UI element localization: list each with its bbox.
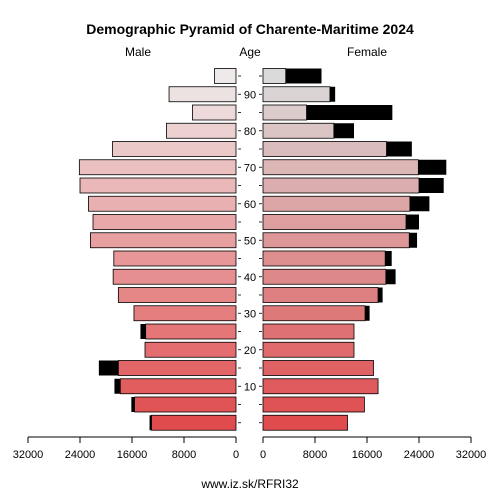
source-footer: www.iz.sk/RFRI32	[200, 477, 299, 491]
female-surplus-45-49	[385, 251, 392, 266]
female-surplus-85-89	[306, 105, 393, 120]
male-surplus-25-29	[140, 324, 146, 339]
female-x-tick-label: 24000	[404, 449, 435, 461]
male-x-tick-label: 0	[233, 449, 239, 461]
male-bar-30-34	[133, 305, 237, 322]
male-bar-55-59	[92, 214, 237, 230]
female-bar-40-44	[262, 268, 387, 285]
male-bar-95+	[214, 68, 237, 84]
female-bar-10-14	[262, 378, 379, 395]
age-tick-label: 40	[244, 272, 256, 284]
male-surplus-10-14	[114, 378, 121, 394]
female-bar-65-69	[262, 177, 420, 194]
female-surplus-75-79	[386, 141, 412, 157]
female-bar-50-54	[262, 232, 410, 249]
female-surplus-40-44	[385, 269, 396, 285]
female-bar-85-89	[262, 104, 307, 121]
male-bar-85-89	[192, 104, 237, 121]
female-bar-70-74	[262, 159, 419, 176]
female-surplus-30-34	[365, 305, 370, 321]
female-surplus-90-94	[329, 86, 336, 102]
female-bar-5-9	[262, 396, 365, 413]
female-surplus-95+	[285, 68, 322, 84]
age-label: Age	[239, 45, 261, 59]
female-bar-25-29	[262, 323, 355, 340]
female-bar-0-4	[262, 414, 348, 431]
female-surplus-70-74	[418, 159, 447, 175]
male-bar-40-44	[112, 268, 237, 285]
chart-title: Demographic Pyramid of Charente-Maritime…	[86, 21, 414, 37]
female-bar-55-59	[262, 214, 407, 230]
age-tick-label: 50	[244, 235, 256, 247]
male-bar-90-94	[168, 86, 237, 103]
age-tick-label: 20	[244, 345, 256, 357]
male-bar-25-29	[145, 323, 237, 340]
female-bar-30-34	[262, 305, 366, 322]
female-bar-45-49	[262, 250, 386, 267]
male-surplus-15-19	[98, 360, 119, 376]
male-bar-75-79	[112, 141, 237, 157]
axes-group: 10 20 30 40 50 60 70 80 90 32000 24000 16000 8000 0 0 8…	[13, 75, 487, 461]
male-bar-70-74	[78, 159, 237, 176]
male-surplus-5-9	[131, 397, 135, 412]
male-bar-60-64	[88, 195, 237, 212]
female-surplus-60-64	[409, 196, 430, 212]
age-tick-label: 30	[244, 308, 256, 320]
male-bar-5-9	[134, 396, 237, 413]
female-bar-20-24	[262, 341, 355, 358]
female-bar-15-19	[262, 360, 374, 376]
male-bar-80-84	[166, 122, 237, 139]
male-bar-15-19	[117, 360, 237, 376]
female-bar-95+	[262, 68, 287, 84]
female-surplus-80-84	[333, 123, 354, 139]
age-tick-label: 10	[244, 381, 256, 393]
female-label: Female	[347, 45, 387, 59]
female-bar-80-84	[262, 122, 335, 139]
male-bar-50-54	[90, 232, 237, 249]
female-x-tick-label: 32000	[456, 449, 487, 461]
male-bar-35-39	[117, 287, 237, 303]
male-bar-20-24	[144, 341, 237, 358]
male-bar-0-4	[151, 414, 237, 431]
male-label: Male	[125, 45, 151, 59]
age-tick-label: 90	[244, 89, 256, 101]
female-surplus-35-39	[378, 287, 383, 303]
age-tick-label: 70	[244, 162, 256, 174]
female-surplus-65-69	[419, 178, 444, 193]
male-surplus-0-4	[149, 415, 152, 431]
male-x-tick-label: 24000	[65, 449, 96, 461]
male-bar-10-14	[119, 378, 237, 395]
male-x-tick-label: 16000	[117, 449, 148, 461]
male-x-tick-label: 8000	[172, 449, 196, 461]
age-tick-label: 60	[244, 199, 256, 211]
age-tick-label: 80	[244, 126, 256, 138]
female-x-tick-label: 8000	[303, 449, 327, 461]
female-x-tick-label: 0	[260, 449, 266, 461]
female-x-tick-label: 16000	[352, 449, 383, 461]
bars-group	[78, 68, 447, 431]
male-bar-45-49	[113, 250, 237, 267]
female-surplus-50-54	[409, 232, 418, 248]
female-bar-90-94	[262, 86, 331, 103]
female-surplus-55-59	[406, 214, 419, 230]
male-x-tick-label: 32000	[13, 449, 44, 461]
female-bar-75-79	[262, 141, 387, 157]
female-bar-60-64	[262, 195, 411, 212]
female-bar-35-39	[262, 287, 379, 303]
male-bar-65-69	[79, 177, 237, 194]
